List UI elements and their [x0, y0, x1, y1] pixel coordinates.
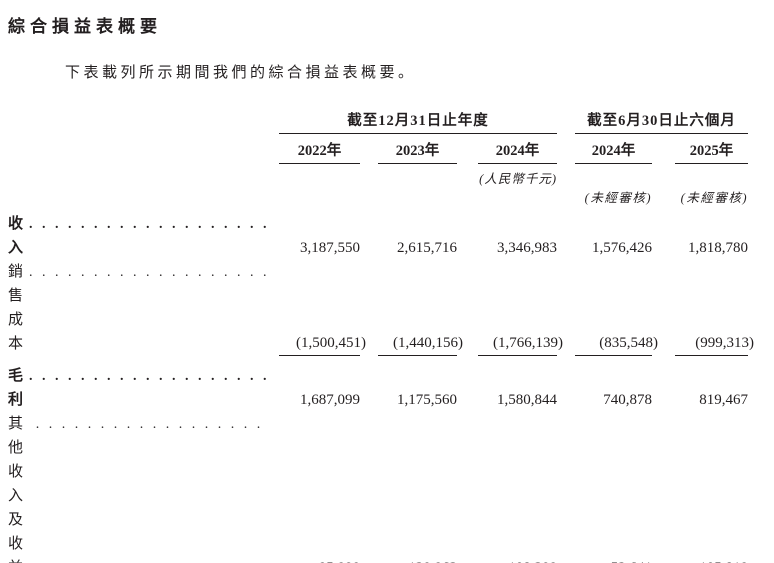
col-header-2022: 2022年: [270, 134, 360, 164]
value-cell: 120,963: [360, 556, 457, 563]
cell-value: (1,440,156): [393, 335, 463, 351]
value-line: 3,187,550: [279, 237, 360, 260]
value-line: 1,687,099: [279, 389, 360, 412]
cell-value: (999,313): [695, 335, 754, 351]
cell-value: 1,580,844: [497, 392, 557, 408]
income-statement-table: 截至12月31日止年度 截至6月30日止六個月 2022年 2023年 2024…: [8, 109, 774, 563]
value-line: 95,990: [279, 557, 360, 563]
value-line: (1,766,139): [478, 332, 563, 356]
value-line: 1,580,844: [478, 389, 557, 412]
row-label: 毛利. . . . . . . . . . . . . . . . . . . …: [8, 364, 270, 412]
cell-value: 120,963: [408, 560, 457, 563]
value-cell: 105,819: [652, 556, 748, 563]
row-label: 其他收入及收益 . . . . . . . . . . . . . . . . .…: [8, 412, 270, 563]
cell-value: (1,766,139): [493, 335, 563, 351]
row-label: 銷售成本. . . . . . . . . . . . . . . . . . …: [8, 260, 270, 356]
row-label: 收入. . . . . . . . . . . . . . . . . . . …: [8, 212, 270, 260]
value-line: 819,467: [675, 389, 748, 412]
section-title: 綜合損益表概要: [8, 17, 162, 36]
cell-value: 1,818,780: [688, 240, 748, 256]
value-line: 2,615,716: [378, 237, 457, 260]
value-line: 1,818,780: [675, 237, 748, 260]
row-label-text: 毛利: [8, 368, 26, 408]
col-header-2024: 2024年: [457, 134, 557, 164]
value-cell: 2,615,716: [360, 236, 457, 260]
cell-value: 1,175,560: [397, 392, 457, 408]
cell-value: (1,500,451): [296, 335, 366, 351]
leader-dots: . . . . . . . . . . . . . . . . . . . . …: [29, 265, 268, 280]
cell-value: 3,187,550: [300, 240, 360, 256]
value-line: 740,878: [575, 389, 652, 412]
currency-note: (人民幣千元): [479, 172, 557, 186]
value-line: (999,313): [675, 332, 754, 356]
value-line: 1,576,426: [575, 237, 652, 260]
cell-value: 108,309: [508, 560, 557, 563]
leader-dots: . . . . . . . . . . . . . . . . . . . . …: [29, 369, 268, 384]
value-cell: 3,187,550: [270, 236, 360, 260]
cell-value: 740,878: [603, 392, 652, 408]
value-cell: 1,818,780: [652, 236, 748, 260]
unaudited-note: (未經審核): [680, 191, 748, 205]
intro-paragraph: 下表載列所示期間我們的綜合損益表概要。: [65, 65, 417, 81]
cell-value: (835,548): [599, 335, 658, 351]
unaudited-note: (未經審核): [584, 191, 652, 205]
value-line: (1,500,451): [279, 332, 366, 356]
leader-dots: . . . . . . . . . . . . . . . . . . . . …: [29, 217, 268, 232]
value-cell: 740,878: [557, 388, 652, 412]
value-line: (835,548): [575, 332, 658, 356]
value-cell: (1,440,156): [360, 332, 463, 356]
value-line: 105,819: [675, 557, 748, 563]
value-cell: 1,576,426: [557, 236, 652, 260]
cell-value: 2,615,716: [397, 240, 457, 256]
cell-value: 1,687,099: [300, 392, 360, 408]
cell-value: 3,346,983: [497, 240, 557, 256]
value-cell: 1,580,844: [457, 388, 557, 412]
row-label-text: 收入: [8, 216, 26, 256]
cell-value: 105,819: [699, 560, 748, 563]
value-line: 108,309: [478, 557, 557, 563]
value-cell: (1,500,451): [270, 332, 366, 356]
value-line: (1,440,156): [378, 332, 463, 356]
value-cell: (835,548): [557, 332, 658, 356]
value-line: 1,175,560: [378, 389, 457, 412]
value-cell: 108,309: [457, 556, 557, 563]
col-header-2025-interim: 2025年: [652, 134, 748, 164]
value-cell: 3,346,983: [457, 236, 557, 260]
value-line: 3,346,983: [478, 237, 557, 260]
cell-value: 819,467: [699, 392, 748, 408]
col-group-annual: 截至12月31日止年度: [279, 109, 557, 134]
row-label-text: 銷售成本: [8, 264, 26, 352]
value-cell: 95,990: [270, 556, 360, 563]
col-group-interim: 截至6月30日止六個月: [575, 109, 748, 134]
leader-dots: . . . . . . . . . . . . . . . . . . . . …: [35, 417, 268, 432]
value-cell: 819,467: [652, 388, 748, 412]
value-cell: 52,641: [557, 556, 652, 563]
value-cell: 1,687,099: [270, 388, 360, 412]
row-label-text: 其他收入及收益: [8, 416, 26, 563]
value-line: 120,963: [378, 557, 457, 563]
cell-value: 52,641: [611, 560, 652, 563]
col-header-2023: 2023年: [360, 134, 457, 164]
value-cell: (1,766,139): [457, 332, 563, 356]
col-header-2024-interim: 2024年: [557, 134, 652, 164]
value-cell: 1,175,560: [360, 388, 457, 412]
value-cell: (999,313): [652, 332, 754, 356]
cell-value: 95,990: [319, 560, 360, 563]
value-line: 52,641: [575, 557, 652, 563]
cell-value: 1,576,426: [592, 240, 652, 256]
